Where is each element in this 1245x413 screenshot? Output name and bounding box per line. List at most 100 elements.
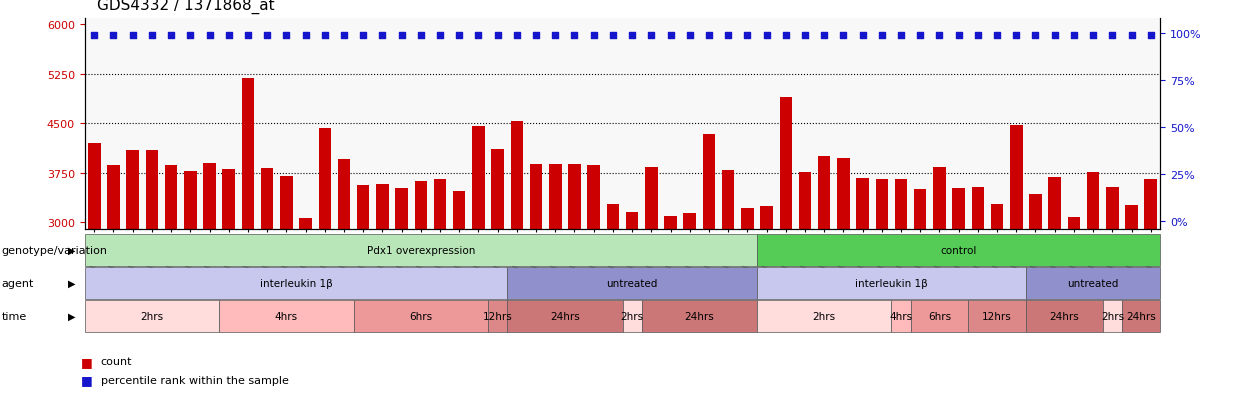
Point [238,32,258,39]
Text: ▶: ▶ [68,245,76,255]
Bar [530,165,543,413]
Text: GDS4332 / 1371868_at: GDS4332 / 1371868_at [97,0,275,14]
Text: interleukin 1β: interleukin 1β [259,278,332,288]
Point [967,32,987,39]
Point [1026,32,1046,39]
Point [641,32,661,39]
Point [949,32,969,39]
Point [796,32,815,39]
Point [315,32,335,39]
Bar [280,176,293,413]
Point [1083,32,1103,39]
Bar [1068,217,1081,413]
Bar [146,150,158,413]
Bar [952,188,965,413]
Point [891,32,911,39]
Text: agent: agent [1,278,34,288]
Bar [261,169,274,413]
Point [258,32,278,39]
Text: 24hrs: 24hrs [1050,311,1079,321]
Point [507,32,527,39]
Point [181,32,200,39]
Text: control: control [940,245,977,255]
Bar [510,122,523,413]
Text: 6hrs: 6hrs [928,311,951,321]
Text: ■: ■ [81,373,92,387]
Text: 12hrs: 12hrs [483,311,513,321]
Text: 24hrs: 24hrs [550,311,580,321]
Bar [857,178,869,413]
Bar [184,171,197,413]
Bar [761,207,773,413]
Bar [357,186,370,413]
Bar [991,204,1003,413]
Text: untreated: untreated [1067,278,1119,288]
Bar [299,218,311,413]
Bar [645,168,657,413]
Text: 4hrs: 4hrs [889,311,913,321]
Point [354,32,374,39]
Bar [492,150,504,413]
Point [718,32,738,39]
Bar [107,165,120,413]
Point [737,32,757,39]
Text: 2hrs: 2hrs [620,311,644,321]
Bar [741,208,753,413]
Point [680,32,700,39]
Point [872,32,891,39]
Point [603,32,622,39]
Bar [934,168,946,413]
Bar [971,187,984,413]
Point [1122,32,1142,39]
Point [1045,32,1064,39]
Bar [242,79,254,413]
Bar [164,165,177,413]
Bar [1030,195,1042,413]
Bar [722,171,735,413]
Bar [415,182,427,413]
Point [392,32,412,39]
Bar [1048,178,1061,413]
Point [1102,32,1122,39]
Bar [1087,173,1099,413]
Bar [818,157,830,413]
Point [853,32,873,39]
Point [622,32,642,39]
Text: 12hrs: 12hrs [982,311,1012,321]
Bar [895,180,908,413]
Point [295,32,315,39]
Text: ▶: ▶ [68,278,76,288]
Point [468,32,488,39]
Text: 24hrs: 24hrs [1127,311,1157,321]
Point [698,32,718,39]
Bar [665,217,677,413]
Point [199,32,219,39]
Text: 2hrs: 2hrs [813,311,835,321]
Text: 2hrs: 2hrs [1101,311,1124,321]
Bar [433,180,446,413]
Bar [799,173,812,413]
Point [449,32,469,39]
Bar [875,179,888,413]
Point [930,32,950,39]
Bar [549,165,561,413]
Bar [837,158,849,413]
Bar [588,165,600,413]
Bar [396,188,408,413]
Text: genotype/variation: genotype/variation [1,245,107,255]
Text: percentile rank within the sample: percentile rank within the sample [101,375,289,385]
Point [1064,32,1084,39]
Text: time: time [1,311,26,321]
Text: interleukin 1β: interleukin 1β [855,278,928,288]
Bar [453,191,466,413]
Point [123,32,143,39]
Point [276,32,296,39]
Bar [319,128,331,413]
Bar [127,150,139,413]
Point [833,32,853,39]
Point [219,32,239,39]
Point [757,32,777,39]
Text: ▶: ▶ [68,311,76,321]
Bar [606,205,619,413]
Point [142,32,162,39]
